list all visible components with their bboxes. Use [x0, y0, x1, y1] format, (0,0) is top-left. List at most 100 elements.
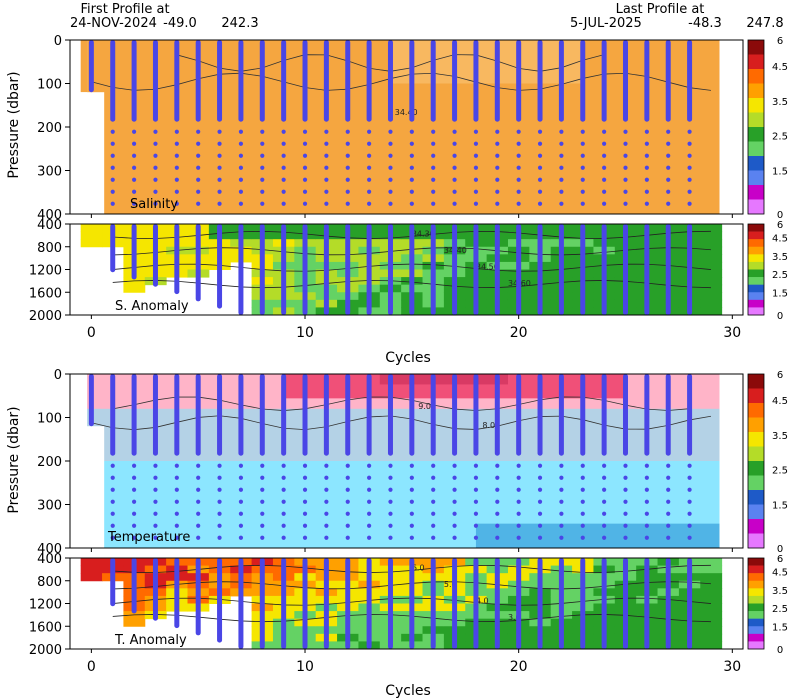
profile-point [196, 463, 201, 468]
profile-point [196, 475, 201, 480]
profile-point [495, 463, 500, 468]
profile-point [409, 535, 414, 540]
profile-point [302, 535, 308, 540]
profile-point [666, 141, 671, 146]
profile-dense-column [110, 558, 116, 607]
profile-point [238, 153, 244, 158]
profile-point [473, 535, 479, 540]
profile-dense-column [558, 40, 564, 122]
profile-dense-column [387, 374, 393, 456]
profile-point [516, 141, 521, 146]
profile-point [153, 499, 158, 504]
profile-point [196, 177, 201, 182]
profile-point [281, 189, 286, 194]
profile-point [687, 475, 692, 480]
profile-point [367, 201, 372, 206]
colorbar-border [747, 223, 765, 316]
colorbar-tick-label: 6 [777, 36, 783, 47]
colorbar-swatch [748, 565, 764, 574]
profile-point [580, 153, 585, 158]
panel-frame-2: 0 100 200 300 400 [37, 368, 744, 557]
profile-point [131, 153, 137, 158]
profile-point [131, 499, 137, 504]
profile-point [131, 141, 137, 146]
profile-dense-column [302, 374, 308, 456]
y-tick-label: 400 [37, 552, 62, 567]
profile-point [431, 511, 436, 516]
profile-point [196, 535, 201, 540]
colorbar-swatch [748, 254, 764, 263]
profile-dense-column [644, 224, 650, 315]
profile-dense-column [537, 374, 543, 456]
profile-point [324, 177, 329, 182]
y-tick-label: 100 [37, 412, 62, 427]
profile-dense-column [88, 374, 94, 427]
profile-point [367, 165, 372, 170]
profile-point [559, 177, 564, 182]
salinity-contour-deep [91, 72, 712, 91]
profile-point [174, 535, 179, 540]
profile-point [495, 523, 500, 528]
salinity-gap [78, 92, 105, 214]
profile-point [644, 463, 649, 468]
profile-point [367, 487, 372, 492]
salinity-fill-edge [80, 40, 88, 93]
colorbar-swatch [748, 475, 764, 491]
profile-point [153, 153, 158, 158]
profile-point [537, 511, 543, 516]
profile-point [409, 129, 414, 134]
profile-point [324, 523, 329, 528]
profile-point [431, 201, 436, 206]
profile-point [345, 153, 350, 158]
colorbar-swatch [748, 519, 764, 534]
profile-dense-column [580, 40, 586, 122]
profile-point [537, 499, 543, 504]
profile-point [431, 153, 436, 158]
profile-point [580, 177, 585, 182]
profile-dense-column [644, 40, 650, 122]
profile-point [452, 535, 457, 540]
profile-point [516, 487, 521, 492]
profile-point [238, 535, 244, 540]
colorbar-swatch [748, 83, 764, 99]
profile-dense-column [516, 40, 522, 122]
profile-point [666, 153, 671, 158]
colorbar-tick-label: 6 [777, 220, 783, 231]
profile-point [324, 201, 329, 206]
profile-point [537, 523, 543, 528]
colorbar-tick-label: 3.5 [772, 252, 788, 263]
colorbar-swatch [748, 170, 764, 186]
profile-point [388, 499, 393, 504]
y-tick-label: 200 [37, 455, 62, 470]
panel-frame-3: 400 800 1200 1600 2000 0 10 20 30 [29, 552, 744, 675]
anomaly-contour-label: 34.30 [412, 230, 435, 239]
profile-point [623, 523, 628, 528]
profile-point [495, 165, 500, 170]
profile-point [174, 499, 179, 504]
profile-point [409, 463, 414, 468]
profile-point [580, 511, 585, 516]
profile-point [580, 499, 585, 504]
profile-dense-column [281, 374, 287, 456]
profile-point [153, 201, 158, 206]
profile-point [516, 463, 521, 468]
colorbar-swatch [748, 641, 764, 650]
profile-point [345, 499, 350, 504]
profile-point [559, 189, 564, 194]
profile-point [559, 165, 564, 170]
profile-point [217, 523, 222, 528]
profile-dense-column [409, 374, 415, 456]
profile-point [537, 189, 543, 194]
profile-dense-column [281, 224, 287, 315]
y-tick-label: 1200 [29, 598, 62, 613]
profile-point [260, 189, 265, 194]
profile-point [131, 201, 137, 206]
profile-point [644, 141, 649, 146]
profile-point [473, 189, 479, 194]
profile-point [345, 129, 350, 134]
profile-point [495, 201, 500, 206]
profile-point [644, 177, 649, 182]
profile-dense-column [259, 558, 265, 649]
profile-point [153, 189, 158, 194]
profile-point [409, 201, 414, 206]
